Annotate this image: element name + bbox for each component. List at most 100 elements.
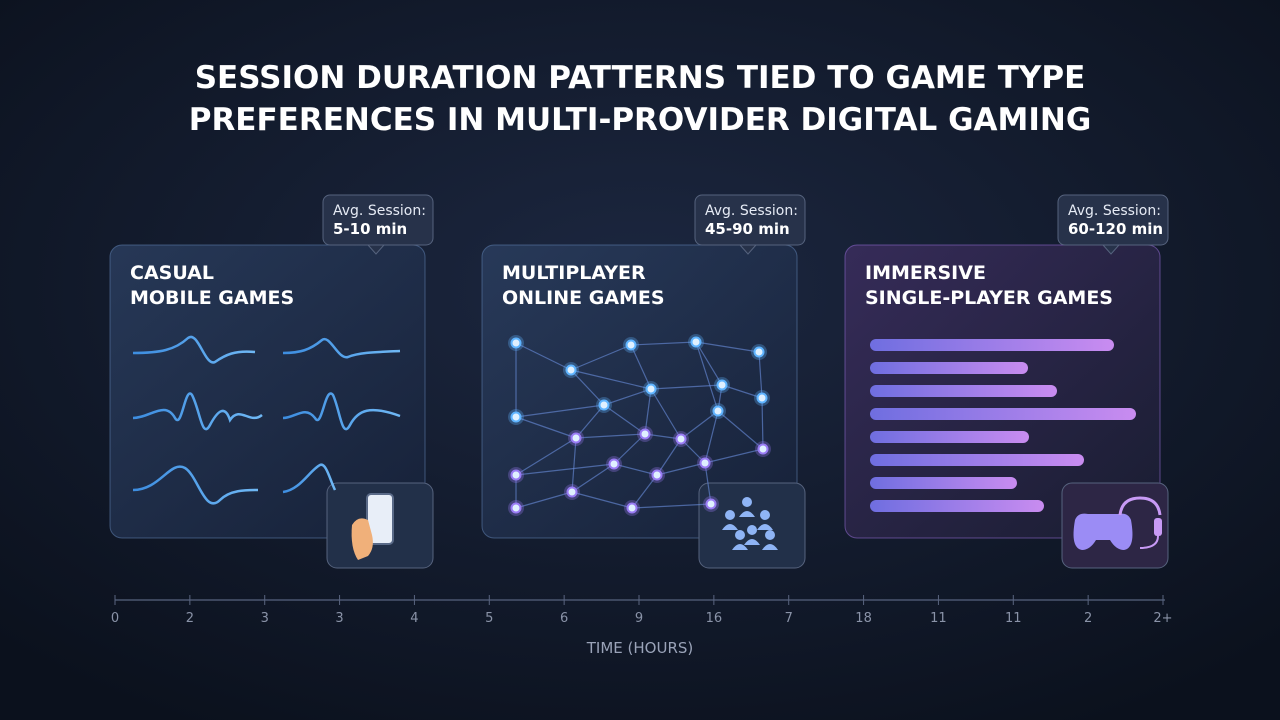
net-node <box>639 428 651 440</box>
gamepad <box>1073 513 1133 550</box>
net-edge <box>630 344 652 390</box>
tick-label: 11 <box>930 611 947 626</box>
net-edge <box>613 463 658 476</box>
net-edge <box>575 404 605 439</box>
net-edge <box>613 433 646 465</box>
title-line: PREFERENCES IN MULTI-PROVIDER DIGITAL GA… <box>189 102 1092 138</box>
net-edge <box>571 491 633 509</box>
card-title: SINGLE-PLAYER GAMES <box>865 287 1113 309</box>
net-node <box>756 392 768 404</box>
person-body <box>744 539 760 545</box>
tick-label: 5 <box>485 611 493 626</box>
bar-graphic <box>870 408 1136 420</box>
wave <box>282 463 337 494</box>
net-node <box>645 383 657 395</box>
net-edge <box>515 437 577 476</box>
tick-label: 6 <box>560 611 568 626</box>
badge-pointer <box>366 244 386 255</box>
bar-graphic <box>870 431 1029 443</box>
badge-pointer <box>1101 244 1121 255</box>
net-node <box>626 502 638 514</box>
card <box>481 244 798 539</box>
net-node <box>608 458 620 470</box>
person-body <box>732 544 748 550</box>
net-edge <box>571 437 577 493</box>
net-node <box>570 432 582 444</box>
card-title: IMMERSIVE <box>865 262 986 284</box>
net-node <box>753 346 765 358</box>
net-edge <box>695 341 760 353</box>
bar-graphic <box>870 454 1084 466</box>
wave <box>132 465 259 505</box>
net-node <box>510 411 522 423</box>
net-edge <box>603 404 646 435</box>
wave <box>282 337 401 359</box>
net-edge <box>717 410 764 450</box>
person-body <box>739 511 755 517</box>
person-head <box>735 530 745 540</box>
net-edge <box>761 397 764 450</box>
wave <box>132 335 256 364</box>
person-body <box>762 544 778 550</box>
tick-label: 3 <box>335 611 343 626</box>
net-node <box>675 433 687 445</box>
tick-label: 16 <box>706 611 723 626</box>
net-edge <box>695 341 723 386</box>
net-node <box>625 339 637 351</box>
card-title: MOBILE GAMES <box>130 287 294 309</box>
net-edge <box>631 503 712 509</box>
mic <box>1139 535 1159 549</box>
tick-label: 0 <box>111 611 119 626</box>
net-edge <box>758 351 763 399</box>
net-node <box>510 502 522 514</box>
tick-label: 4 <box>410 611 418 626</box>
phone <box>366 493 394 545</box>
net-node <box>757 443 769 455</box>
net-edge <box>656 438 682 476</box>
badge-label: Avg. Session: <box>705 203 798 219</box>
net-edge <box>515 404 605 418</box>
badge-pointer <box>738 244 758 255</box>
tick-label: 11 <box>1005 611 1022 626</box>
badge-value: 5-10 min <box>333 220 407 238</box>
bar-graphic <box>870 339 1114 351</box>
badge-label: Avg. Session: <box>333 203 426 219</box>
tick-label: 7 <box>785 611 793 626</box>
headset-ear <box>1154 518 1162 536</box>
net-edge <box>571 463 615 493</box>
net-edge <box>570 369 605 406</box>
hand <box>351 518 373 560</box>
net-edge <box>515 463 615 476</box>
tick-label: 9 <box>635 611 643 626</box>
net-node <box>566 486 578 498</box>
person-head <box>760 510 770 520</box>
person-head <box>765 530 775 540</box>
badge-value: 45-90 min <box>705 220 790 238</box>
net-edge <box>630 341 697 346</box>
net-edge <box>575 433 646 439</box>
badge-value: 60-120 min <box>1068 220 1163 238</box>
card <box>109 244 426 539</box>
net-edge <box>721 384 763 399</box>
card-title: CASUAL <box>130 262 214 284</box>
net-edge <box>644 388 652 435</box>
tick-label: 18 <box>855 611 872 626</box>
net-edge <box>704 448 764 464</box>
net-edge <box>570 369 652 390</box>
bar-graphic <box>870 362 1028 374</box>
net-edge <box>680 410 719 440</box>
person-body <box>757 524 773 530</box>
net-node <box>598 399 610 411</box>
title-line: SESSION DURATION PATTERNS TIED TO GAME T… <box>195 60 1086 96</box>
bar-graphic <box>870 500 1044 512</box>
tick-label: 2 <box>186 611 194 626</box>
net-edge <box>515 416 577 439</box>
net-edge <box>704 410 719 464</box>
net-edge <box>515 342 572 371</box>
net-edge <box>570 344 632 371</box>
person-body <box>722 524 738 530</box>
badge-label: Avg. Session: <box>1068 203 1161 219</box>
net-node <box>705 498 717 510</box>
axis-label: TIME (HOURS) <box>586 639 694 657</box>
